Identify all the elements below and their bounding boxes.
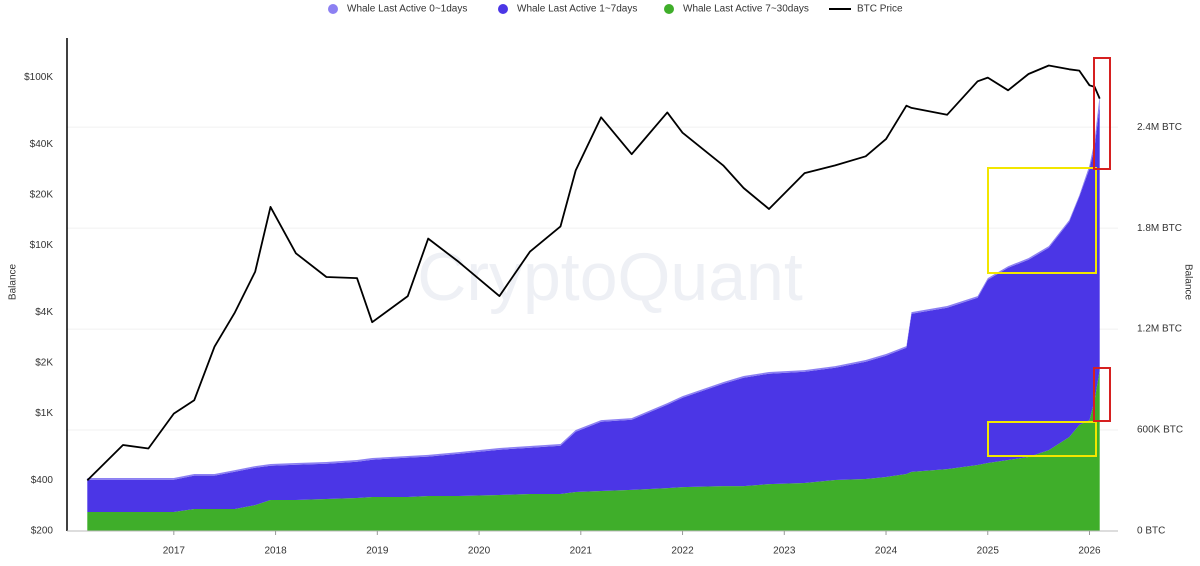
y-tick-label: $100K — [24, 72, 53, 83]
y-tick-label: $200 — [31, 526, 54, 537]
y-tick-label: $4K — [35, 307, 53, 318]
y-tick-label: $1K — [35, 408, 53, 419]
y2-tick-label: 0 BTC — [1137, 526, 1165, 537]
x-tick-label: 2026 — [1078, 546, 1101, 557]
watermark: CryptoQuant — [417, 239, 803, 315]
y-tick-label: $40K — [30, 139, 54, 150]
x-tick-label: 2024 — [875, 546, 898, 557]
highlight-box — [1093, 57, 1111, 170]
legend-marker — [498, 4, 508, 14]
y-axis-label: Balance — [8, 263, 19, 300]
x-tick-label: 2022 — [671, 546, 694, 557]
highlight-box — [987, 421, 1097, 457]
y2-tick-label: 1.2M BTC — [1137, 324, 1182, 335]
y-tick-label: $2K — [35, 358, 53, 369]
legend-label: Whale Last Active 0~1days — [347, 4, 467, 15]
legend-marker — [664, 4, 674, 14]
x-tick-label: 2017 — [163, 546, 186, 557]
area — [87, 105, 1100, 513]
x-tick-label: 2020 — [468, 546, 491, 557]
y2-axis-label: Balance — [1182, 264, 1193, 301]
y-tick-label: $400 — [31, 475, 54, 486]
y-tick-label: $10K — [30, 240, 54, 251]
y2-tick-label: 1.8M BTC — [1137, 223, 1182, 234]
x-tick-label: 2025 — [977, 546, 1000, 557]
highlight-box — [987, 167, 1097, 274]
legend-marker — [328, 4, 338, 14]
x-tick-label: 2021 — [570, 546, 593, 557]
y-tick-label: $20K — [30, 190, 54, 201]
axes: $200 $400 $1K $2K $4K $10K $20K $40K $100K 0 BTC 6… — [24, 72, 1183, 556]
legend-label: Whale Last Active 7~30days — [683, 4, 809, 15]
legend: Whale Last Active 0~1days Whale Last Acti… — [328, 4, 903, 15]
y2-tick-label: 2.4M BTC — [1137, 122, 1182, 133]
plot — [86, 64, 1101, 531]
x-tick-label: 2018 — [264, 546, 287, 557]
x-tick-label: 2023 — [773, 546, 796, 557]
x-tick-label: 2019 — [366, 546, 389, 557]
legend-label: BTC Price — [857, 4, 903, 15]
legend-label: Whale Last Active 1~7days — [517, 4, 637, 15]
y2-tick-label: 600K BTC — [1137, 425, 1183, 436]
area — [87, 370, 1100, 531]
highlight-box — [1093, 367, 1111, 422]
price-line — [86, 64, 1101, 482]
